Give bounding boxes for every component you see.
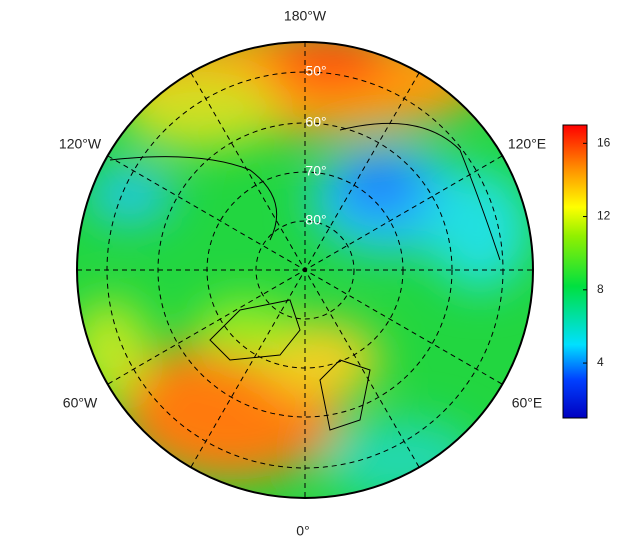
lon-label: 60°E bbox=[512, 395, 543, 411]
lon-label: 120°E bbox=[508, 136, 546, 152]
colorbar-tick-label: 4 bbox=[597, 355, 604, 369]
colorbar-tick-label: 12 bbox=[597, 209, 611, 223]
colorbar-tick-label: 16 bbox=[597, 135, 611, 149]
colorbar-tick-label: 8 bbox=[597, 282, 604, 296]
lat-label: 80° bbox=[305, 212, 326, 228]
lat-label: 60° bbox=[305, 114, 326, 130]
colorbar-ticks: 4 8 12 16 bbox=[583, 135, 611, 369]
lon-label: 120°W bbox=[59, 136, 102, 152]
colorbar bbox=[562, 124, 588, 419]
map-border bbox=[76, 41, 534, 499]
lon-label: 60°W bbox=[63, 395, 98, 411]
lat-label: 70° bbox=[305, 163, 326, 179]
lat-label: 50° bbox=[305, 63, 326, 79]
lon-label: 0° bbox=[296, 523, 309, 539]
graticule bbox=[77, 42, 533, 498]
lon-label: 180°W bbox=[284, 8, 327, 24]
